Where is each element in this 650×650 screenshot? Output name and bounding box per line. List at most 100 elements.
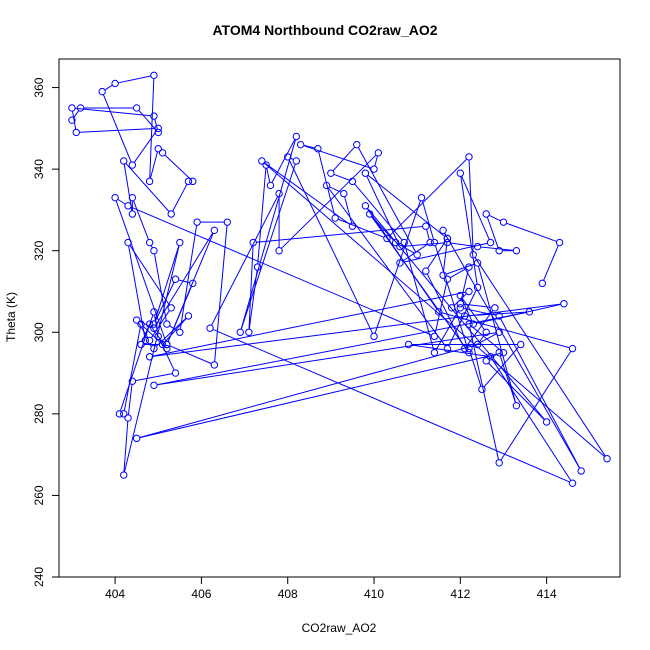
data-point xyxy=(603,455,611,463)
data-point xyxy=(124,202,132,210)
series-segment xyxy=(164,317,187,343)
data-point xyxy=(361,169,370,177)
data-point xyxy=(189,177,197,186)
data-point xyxy=(145,336,154,345)
series-segment xyxy=(240,139,296,330)
data-point xyxy=(262,161,270,169)
series-segment xyxy=(154,245,180,322)
data-point xyxy=(361,202,370,210)
series-points xyxy=(68,71,611,487)
series-segment xyxy=(474,257,606,457)
series-segment xyxy=(240,163,296,330)
data-point xyxy=(495,247,503,255)
series-segment xyxy=(214,225,228,362)
data-point xyxy=(223,218,232,226)
y-tick-label: 280 xyxy=(32,404,46,424)
data-point xyxy=(141,336,150,345)
series-segment xyxy=(75,107,151,117)
x-tick-label: 406 xyxy=(191,587,211,601)
data-point xyxy=(128,193,137,202)
data-point xyxy=(555,238,564,247)
data-point xyxy=(189,279,197,288)
series-segment xyxy=(154,281,175,322)
series-segment xyxy=(178,279,190,284)
series-segment xyxy=(460,176,478,285)
series-segment xyxy=(151,326,166,347)
chart-title: ATOM4 Northbound CO2raw_AO2 xyxy=(212,22,437,38)
series-segment xyxy=(366,175,400,244)
series-segment xyxy=(248,245,254,330)
data-point xyxy=(426,238,434,247)
data-point xyxy=(137,340,145,349)
data-point xyxy=(163,344,171,353)
data-point xyxy=(482,328,490,336)
series-segment xyxy=(281,154,377,249)
data-point xyxy=(460,312,469,320)
series-segment xyxy=(264,162,351,225)
data-point xyxy=(465,263,473,271)
series-segment xyxy=(333,173,350,181)
data-point xyxy=(456,300,465,308)
y-axis-label: Theta (K) xyxy=(4,292,18,342)
series-segment xyxy=(128,245,146,338)
data-point xyxy=(491,304,499,312)
data-point xyxy=(430,348,439,357)
series-segment xyxy=(152,303,561,357)
data-point xyxy=(396,259,404,267)
data-point xyxy=(465,153,473,161)
data-point xyxy=(184,177,193,186)
data-point xyxy=(115,410,124,418)
data-point xyxy=(163,320,171,328)
data-point xyxy=(72,128,80,137)
series-segment xyxy=(117,198,126,205)
series-segment xyxy=(371,216,468,351)
data-point xyxy=(184,312,193,320)
series-segment xyxy=(288,159,374,334)
series-segment xyxy=(479,334,485,343)
data-point xyxy=(404,340,413,349)
data-point xyxy=(68,104,76,112)
y-tick-label: 360 xyxy=(32,77,46,97)
data-point xyxy=(439,226,447,235)
data-point xyxy=(253,263,262,271)
series-segment xyxy=(256,226,423,243)
data-point xyxy=(512,247,521,255)
data-point xyxy=(465,348,473,357)
data-point xyxy=(482,210,490,218)
series-segment xyxy=(123,421,129,472)
data-point xyxy=(150,71,158,80)
plot-frame xyxy=(58,58,621,578)
series-segment xyxy=(139,352,501,439)
data-point xyxy=(443,234,452,243)
data-point xyxy=(210,226,219,235)
data-point xyxy=(158,340,167,349)
series-segment xyxy=(155,232,214,326)
data-point xyxy=(158,149,167,157)
series-segment xyxy=(104,84,113,91)
series-segment xyxy=(135,373,173,382)
data-point xyxy=(560,300,568,308)
series-segment xyxy=(328,187,446,347)
y-tick-label: 260 xyxy=(32,485,46,505)
series-segment xyxy=(169,345,212,365)
data-point xyxy=(120,410,128,418)
series-segment xyxy=(72,111,77,130)
series-segment xyxy=(157,332,497,386)
data-point xyxy=(525,308,534,316)
y-tick-label: 340 xyxy=(32,159,46,179)
data-point xyxy=(68,116,76,124)
data-point xyxy=(400,238,408,247)
series-segment xyxy=(115,200,167,342)
data-point xyxy=(465,320,473,328)
data-point xyxy=(568,344,577,353)
series-segment xyxy=(442,241,448,273)
data-point xyxy=(370,332,378,341)
series-segment xyxy=(102,94,132,163)
data-point xyxy=(137,320,145,328)
data-point xyxy=(517,340,525,349)
data-point xyxy=(150,324,158,332)
x-tick-label: 414 xyxy=(537,587,557,601)
data-point xyxy=(167,304,175,312)
data-point xyxy=(284,153,292,161)
